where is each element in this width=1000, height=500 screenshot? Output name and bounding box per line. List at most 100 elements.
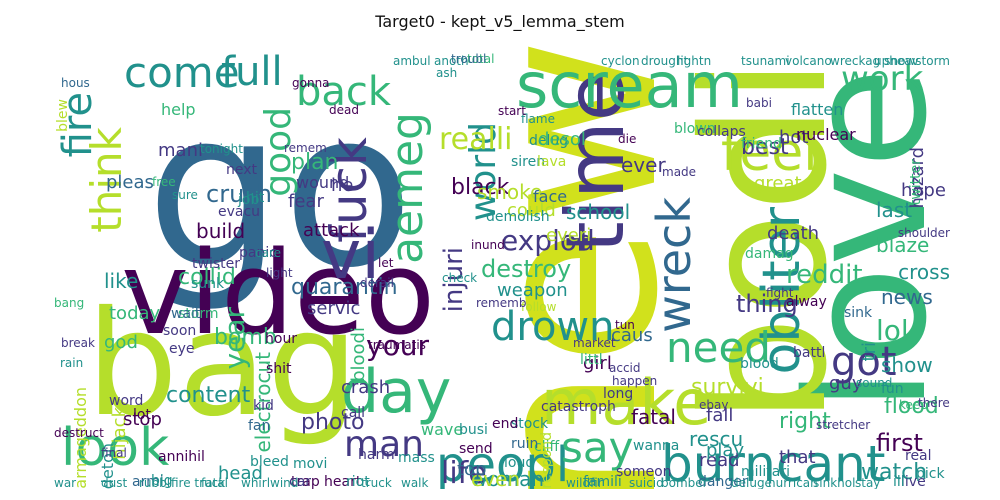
word-quarantin: quarantin [291,275,398,300]
word-respond: respond [539,432,555,489]
word-stay: stay [855,476,881,489]
word-realli: realli [439,122,513,157]
word-hope: hope [901,180,946,201]
word-bloodi: bloodi [348,327,369,382]
word-anoth: anoth [434,54,469,68]
word-babi: babi [746,96,772,110]
word-peopl: peopl [436,437,570,489]
word-smoke: smoke [477,180,543,204]
word-say: say [561,423,634,472]
word-fall: fall [706,405,734,426]
word-head: head [218,463,263,484]
word-follow: follow [521,300,557,314]
word-panic: panic [239,245,277,261]
word-look: look [61,418,170,478]
word-job: job [238,192,260,208]
word-black: black [451,175,510,200]
word-work: work [841,59,924,99]
word-feel: feel [721,123,818,183]
word-wanna: wanna [633,438,680,454]
word-evacu: evacu [218,204,261,220]
word-delug: delug [529,133,569,149]
word-hit: hit [246,190,265,206]
word-shoulder: shoulder [897,226,950,240]
word-play: play [706,440,745,461]
word-siren: siren [511,154,546,170]
word-total: total [467,52,495,66]
word-big: big [151,473,173,489]
word-drown: drown [491,304,615,350]
word-upheav: upheav [874,54,919,68]
word-sure: sure [172,188,198,202]
word-full: full [221,49,283,95]
word-rememb: rememb [476,296,527,310]
word-break: break [61,336,95,350]
word-tun: tun [615,318,635,332]
word-guy: guy [829,373,863,394]
word-bang: bang [54,296,85,310]
word-bomb: bomb [214,325,277,350]
word-rubbl: rubbl [139,476,171,489]
word-wreck: wreck [647,197,701,333]
word-call: call [341,405,366,421]
word-great: great [754,173,802,194]
word-truck: truck [361,476,392,489]
word-weapon: weapon [497,280,568,301]
word-servic: servic [307,298,361,319]
word-god: god [104,332,138,353]
word-lava: lava [537,154,567,170]
word-war: war [54,476,77,489]
word-wait: wait [171,306,201,322]
word-blew: blew [55,99,71,132]
word-first: first [876,429,923,457]
word-fan: fan [248,418,271,434]
word-hot: hot [779,127,809,148]
word-busi: busi [459,422,488,438]
word-light: light [266,266,293,280]
word-derail: derail [360,276,394,290]
word-death: death [767,223,819,244]
word-crash: crash [341,377,391,398]
word-let: let [378,256,394,270]
word-last: last [876,198,913,222]
word-build: build [196,219,246,243]
word-fatal: fatal [631,405,676,429]
word-school: school [566,200,631,224]
word-hurrican: hurrican [768,476,818,489]
word-content: content [166,383,251,408]
word-lightn: lightn [677,54,712,68]
word-rescu: rescu [689,427,744,451]
word-he: he [331,175,354,196]
word-eye: eye [169,341,195,357]
word-snowstorm: snowstorm [884,54,950,68]
word-twitter: twitter [908,159,924,206]
word-cloud: go new love bodi bag video time scream wreck obli… [41,37,950,489]
word-end: end [492,416,519,432]
word-remem: remem [284,141,327,155]
word-wildfir: wildfir [566,476,603,489]
word-die: die [618,132,637,146]
word-suicid: suicid [629,476,664,489]
word-walk: walk [401,476,429,489]
word-life: life [441,456,487,489]
word-care: care [255,246,282,260]
word-your: your [366,329,429,362]
word-blown: blown [674,121,716,137]
word-hous: hous [61,76,90,90]
word-next: next [226,162,258,178]
word-free: free [152,175,176,189]
word-long: long [603,386,634,402]
word-tri: tri [859,342,880,362]
word-drought: drought [641,54,689,68]
word-back: back [296,69,392,115]
word-attack: attack [303,220,360,241]
word-happen: happen [612,374,658,388]
word-ruin: ruin [511,436,539,452]
word-ebay: ebay [699,398,729,412]
word-kid: kid [253,398,274,414]
word-aemeg: aemeg [382,112,433,264]
word-that: that [779,447,816,468]
word-ash: ash [436,66,458,80]
word-desol: desol [538,129,586,150]
word-check: check [442,271,478,285]
